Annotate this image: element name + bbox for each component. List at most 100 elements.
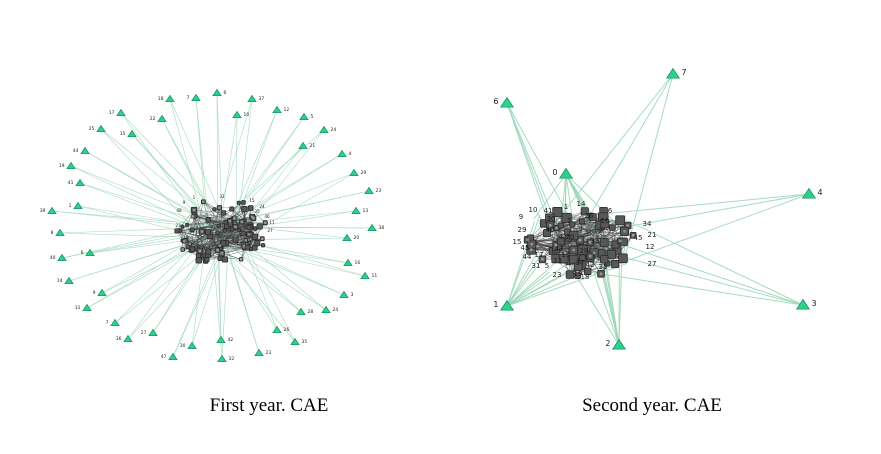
cluster-node[interactable] bbox=[236, 200, 241, 205]
cluster-node[interactable] bbox=[205, 248, 212, 255]
node-3[interactable] bbox=[795, 298, 811, 310]
node-28[interactable] bbox=[296, 307, 306, 316]
cluster-node[interactable] bbox=[220, 240, 227, 247]
cluster-node[interactable] bbox=[599, 238, 609, 247]
cluster-node[interactable] bbox=[220, 210, 227, 216]
node-10[interactable] bbox=[232, 110, 242, 119]
node-1[interactable] bbox=[499, 299, 515, 311]
cluster-node[interactable] bbox=[565, 270, 575, 279]
cluster-node[interactable] bbox=[580, 207, 589, 216]
cluster-node[interactable] bbox=[542, 229, 551, 238]
cluster-node[interactable] bbox=[600, 255, 609, 264]
node-24[interactable] bbox=[321, 305, 331, 314]
cluster-node[interactable] bbox=[251, 233, 259, 241]
node-23[interactable] bbox=[254, 348, 264, 357]
cluster-node[interactable] bbox=[254, 240, 261, 246]
node-27[interactable] bbox=[148, 328, 158, 337]
cluster-node[interactable] bbox=[216, 223, 221, 228]
node-12[interactable] bbox=[272, 105, 282, 114]
cluster-node[interactable] bbox=[588, 213, 597, 221]
cluster-node[interactable] bbox=[557, 222, 564, 229]
node-21[interactable] bbox=[298, 141, 308, 150]
node-7[interactable] bbox=[665, 67, 681, 79]
cluster-node[interactable] bbox=[241, 200, 246, 205]
node-31[interactable] bbox=[82, 303, 92, 312]
node-1[interactable] bbox=[73, 201, 83, 210]
cluster-node[interactable] bbox=[237, 228, 242, 232]
cluster-node[interactable] bbox=[205, 217, 212, 223]
cluster-node[interactable] bbox=[578, 218, 585, 225]
cluster-node[interactable] bbox=[204, 229, 212, 236]
cluster-node[interactable] bbox=[227, 221, 234, 227]
node-35[interactable] bbox=[290, 337, 300, 346]
node-19[interactable] bbox=[66, 161, 76, 170]
node-18[interactable] bbox=[165, 94, 175, 103]
cluster-node[interactable] bbox=[607, 249, 617, 259]
node-2[interactable] bbox=[611, 338, 627, 350]
cluster-node[interactable] bbox=[561, 212, 572, 224]
cluster-node[interactable] bbox=[229, 206, 235, 212]
cluster-node[interactable] bbox=[609, 224, 616, 231]
cluster-node[interactable] bbox=[569, 230, 579, 241]
cluster-node[interactable] bbox=[557, 237, 565, 246]
cluster-node[interactable] bbox=[195, 257, 202, 264]
node-15[interactable] bbox=[127, 129, 137, 138]
node-16[interactable] bbox=[343, 258, 353, 267]
node-36[interactable] bbox=[123, 334, 133, 343]
cluster-node[interactable] bbox=[204, 257, 210, 263]
node-41[interactable] bbox=[75, 178, 85, 187]
cluster-node[interactable] bbox=[611, 260, 620, 269]
node-32[interactable] bbox=[217, 354, 227, 363]
node-23[interactable] bbox=[364, 186, 374, 195]
node-22[interactable] bbox=[157, 114, 167, 123]
node-9[interactable] bbox=[97, 288, 107, 297]
node-4[interactable] bbox=[801, 187, 817, 199]
cluster-node[interactable] bbox=[246, 224, 252, 231]
cluster-node[interactable] bbox=[240, 230, 246, 237]
cluster-node[interactable] bbox=[221, 256, 229, 263]
cluster-node[interactable] bbox=[600, 219, 610, 229]
cluster-node[interactable] bbox=[247, 240, 252, 245]
cluster-node[interactable] bbox=[256, 223, 263, 230]
node-7[interactable] bbox=[191, 93, 201, 102]
node-11[interactable] bbox=[360, 271, 370, 280]
cluster-node[interactable] bbox=[558, 253, 569, 264]
node-40[interactable] bbox=[57, 253, 67, 262]
node-20[interactable] bbox=[342, 233, 352, 242]
node-44[interactable] bbox=[80, 146, 90, 155]
cluster-node[interactable] bbox=[552, 207, 563, 218]
cluster-node[interactable] bbox=[568, 254, 579, 265]
cluster-node[interactable] bbox=[193, 245, 199, 250]
node-24[interactable] bbox=[319, 125, 329, 134]
node-17[interactable] bbox=[116, 108, 126, 117]
node-4[interactable] bbox=[337, 149, 347, 158]
node-30[interactable] bbox=[187, 341, 197, 350]
node-38[interactable] bbox=[367, 223, 377, 232]
cluster-node[interactable] bbox=[185, 222, 189, 227]
cluster-node[interactable] bbox=[573, 262, 583, 272]
cluster-node[interactable] bbox=[232, 236, 239, 243]
node-0[interactable] bbox=[558, 167, 574, 179]
cluster-node[interactable] bbox=[251, 244, 258, 251]
cluster-node[interactable] bbox=[574, 272, 581, 279]
node-5[interactable] bbox=[299, 112, 309, 121]
cluster-node[interactable] bbox=[241, 205, 248, 213]
node-14[interactable] bbox=[64, 276, 74, 285]
node-37[interactable] bbox=[247, 94, 257, 103]
cluster-node[interactable] bbox=[217, 255, 223, 262]
cluster-node[interactable] bbox=[212, 207, 217, 212]
cluster-node[interactable] bbox=[615, 215, 626, 226]
cluster-node[interactable] bbox=[185, 244, 191, 250]
node-8[interactable] bbox=[55, 228, 65, 237]
cluster-node[interactable] bbox=[253, 227, 257, 231]
node-6[interactable] bbox=[499, 96, 515, 108]
node-6[interactable] bbox=[85, 248, 95, 257]
node-25[interactable] bbox=[96, 124, 106, 133]
cluster-node[interactable] bbox=[189, 227, 195, 233]
cluster-node[interactable] bbox=[180, 224, 185, 229]
cluster-node[interactable] bbox=[193, 214, 198, 219]
cluster-node[interactable] bbox=[569, 221, 576, 228]
cluster-node[interactable] bbox=[174, 228, 180, 234]
node-42[interactable] bbox=[216, 335, 226, 344]
node-7[interactable] bbox=[110, 318, 120, 327]
